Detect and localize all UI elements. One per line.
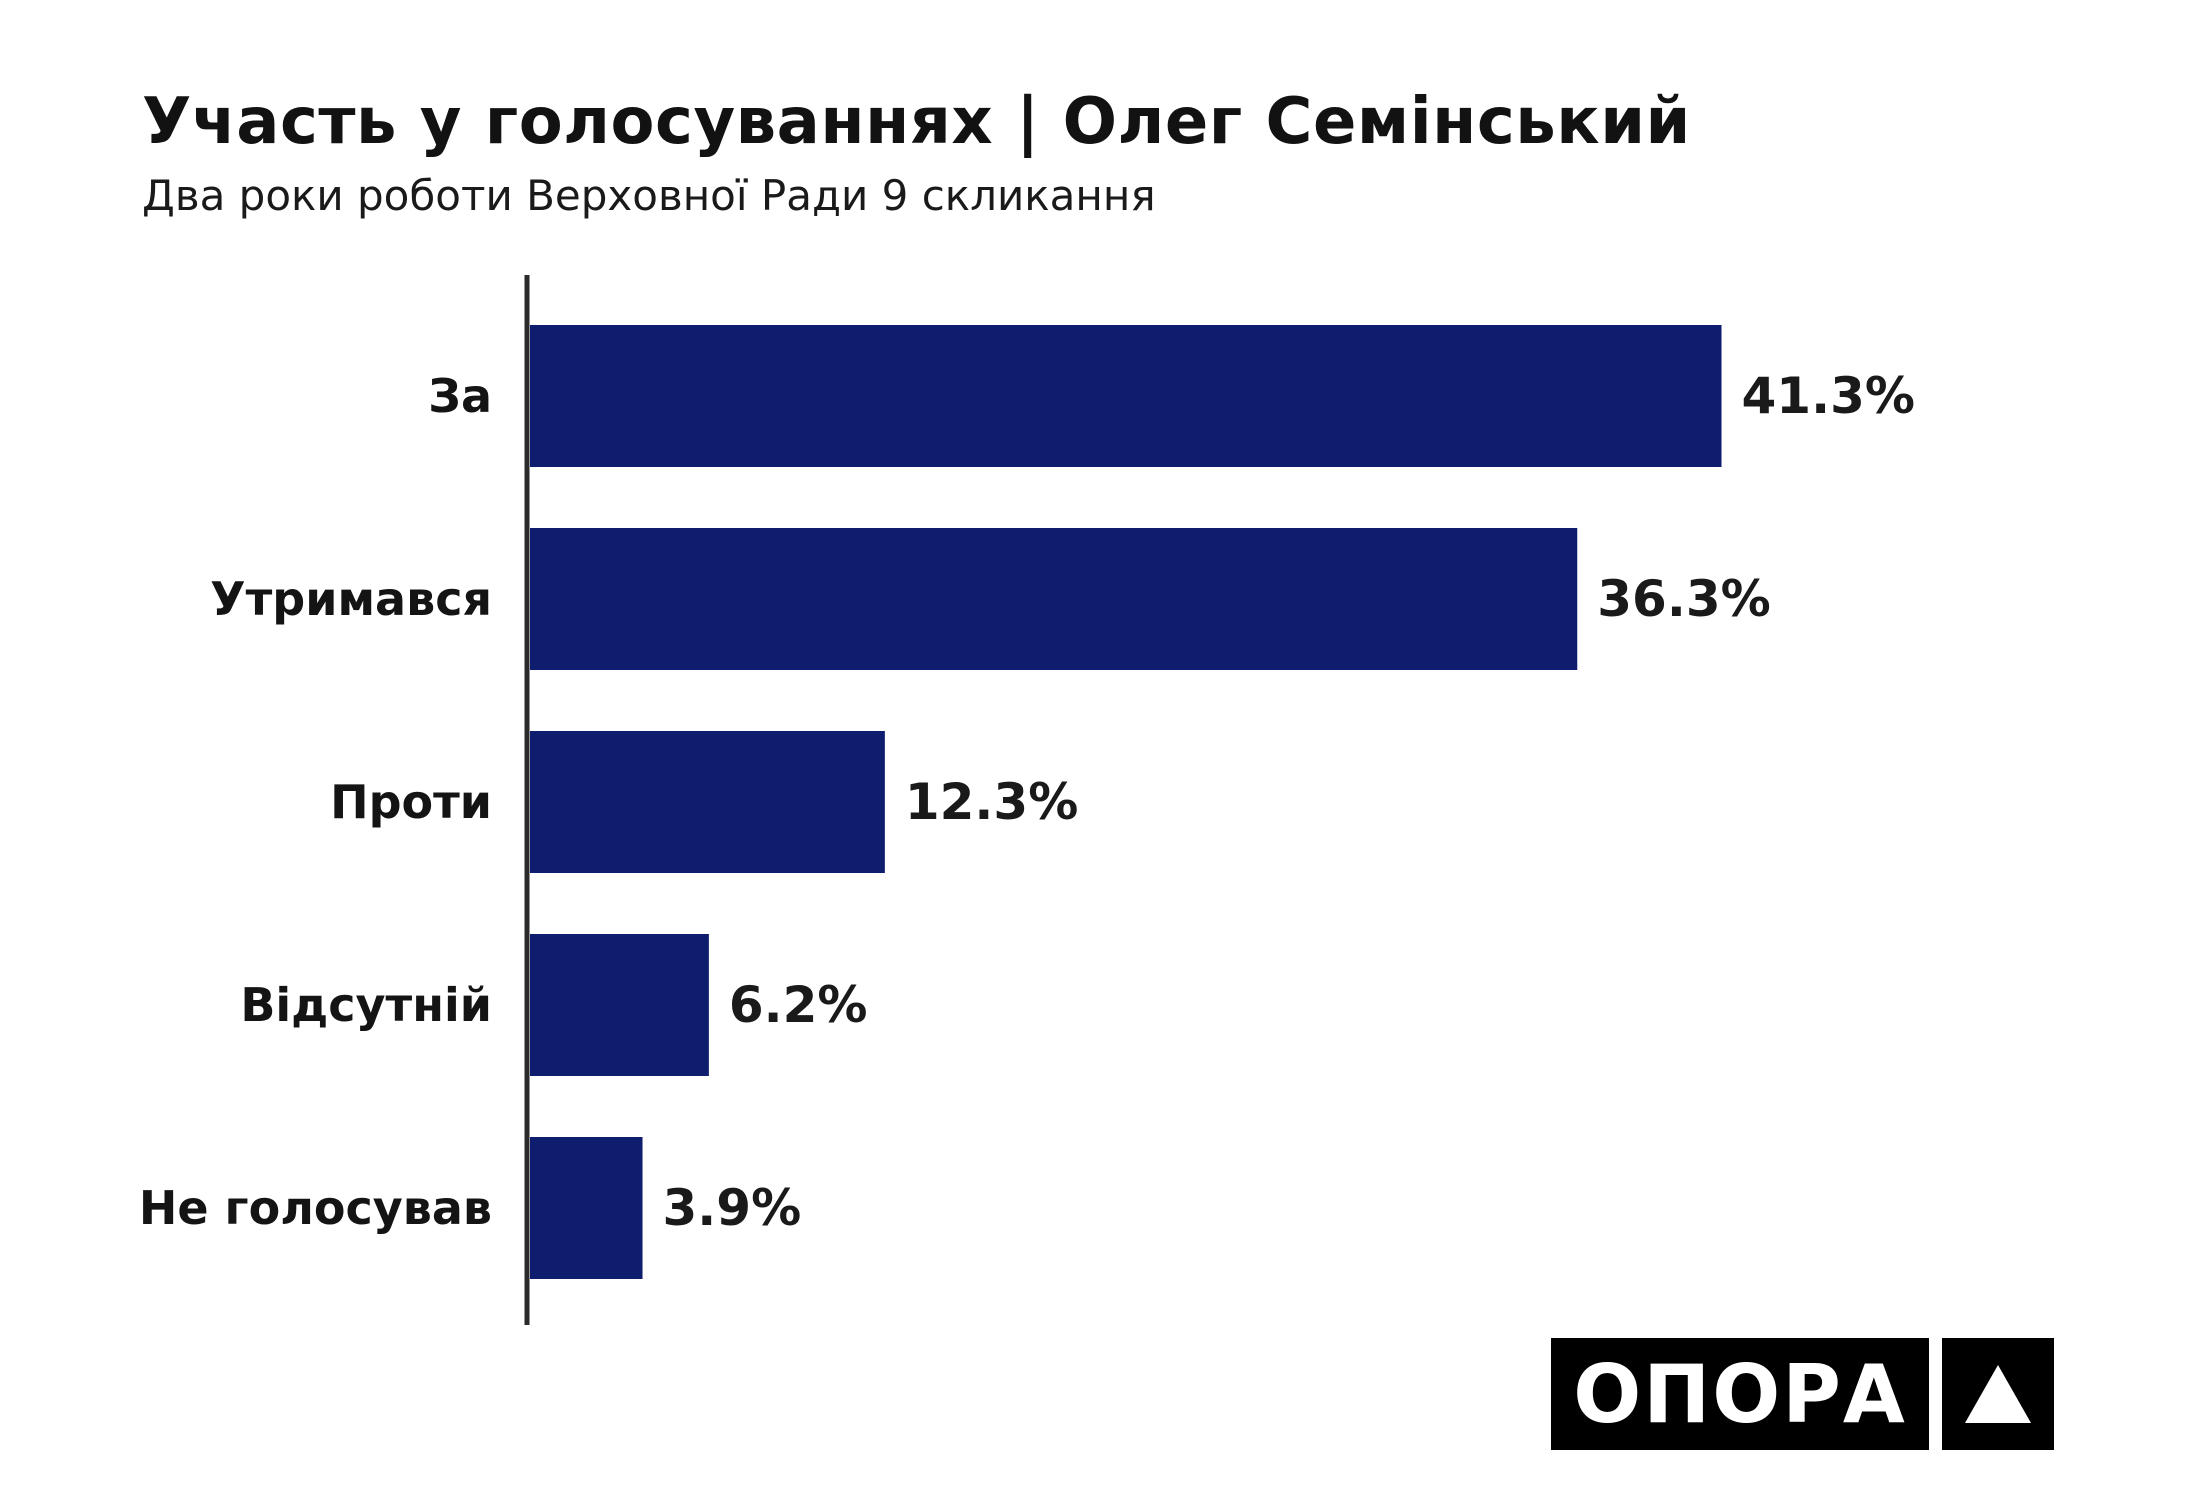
labels-layer: За 41.3% Утримався 36.3% Проти 12.3% Відсутній…	[139, 367, 1915, 1237]
opora-logo: ОПОРА	[1551, 1338, 1929, 1450]
category-label-0: За	[428, 369, 492, 423]
logo-text: ОПОРА	[1573, 1347, 1907, 1441]
bars-layer	[530, 325, 1722, 1279]
bar-4	[530, 1137, 643, 1279]
value-label-4: 3.9%	[663, 1179, 802, 1237]
value-label-3: 6.2%	[729, 976, 868, 1034]
triangle-icon	[1965, 1365, 2031, 1423]
bar-1	[530, 528, 1578, 670]
value-label-2: 12.3%	[905, 773, 1078, 831]
bar-0	[530, 325, 1722, 467]
category-label-2: Проти	[330, 775, 492, 829]
chart-title: Участь у голосуваннях | Олег Семінський	[142, 85, 1691, 159]
bar-3	[530, 934, 709, 1076]
opora-logo-mark	[1942, 1338, 2054, 1450]
category-label-3: Відсутній	[240, 978, 492, 1032]
category-label-4: Не голосував	[139, 1181, 492, 1235]
value-label-0: 41.3%	[1742, 367, 1915, 425]
chart-subtitle: Два роки роботи Верховної Ради 9 скликан…	[142, 171, 1156, 220]
value-label-1: 36.3%	[1597, 570, 1770, 628]
category-label-1: Утримався	[210, 572, 492, 626]
bar-2	[530, 731, 885, 873]
